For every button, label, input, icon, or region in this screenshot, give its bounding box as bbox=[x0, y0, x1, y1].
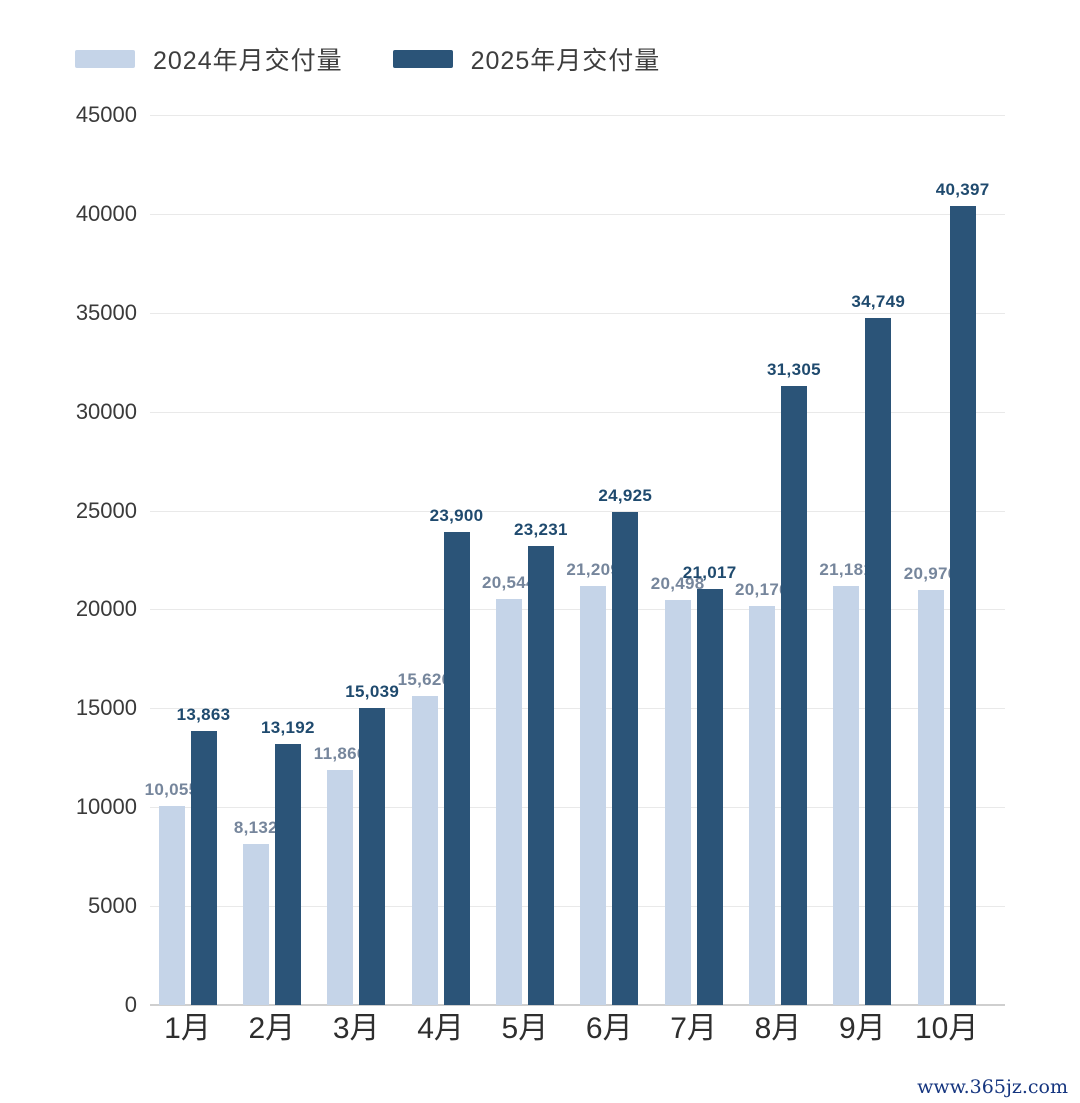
bar-2024-9月 bbox=[833, 586, 860, 1005]
bar-value-2024-7月: 20,498 bbox=[650, 573, 705, 593]
bar-value-2024-9月: 21,181 bbox=[819, 560, 874, 580]
y-axis-tick-20000: 20000 bbox=[75, 596, 137, 622]
bar-value-2024-8月: 20,176 bbox=[735, 579, 789, 599]
x-axis-label-3月: 3月 bbox=[332, 1012, 380, 1045]
y-axis-tick-5000: 5000 bbox=[88, 893, 137, 919]
y-axis-tick-0: 0 bbox=[124, 992, 137, 1017]
bar-value-2024-5月: 20,544 bbox=[481, 572, 536, 592]
bar-value-2024-3月: 11,866 bbox=[313, 744, 367, 764]
gridline-15000 bbox=[150, 708, 1005, 710]
bar-value-2024-2月: 8,132 bbox=[233, 818, 278, 838]
y-axis-tick-10000: 10000 bbox=[75, 794, 137, 820]
x-axis-label-2月: 2月 bbox=[248, 1012, 296, 1045]
bar-2025-8月 bbox=[780, 385, 807, 1005]
x-axis-label-5月: 5月 bbox=[501, 1012, 549, 1045]
gridline-5000 bbox=[150, 906, 1005, 908]
bar-2025-6月 bbox=[612, 512, 639, 1005]
gridline-30000 bbox=[150, 411, 1005, 413]
watermark-link[interactable]: www.365jz.com bbox=[917, 1076, 1068, 1098]
bar-value-2024-1月: 10,055 bbox=[144, 780, 199, 800]
legend-swatch-2025-icon bbox=[392, 50, 453, 68]
bar-value-2025-9月: 34,749 bbox=[851, 291, 906, 311]
gridline-10000 bbox=[150, 807, 1005, 809]
y-axis-tick-30000: 30000 bbox=[75, 398, 137, 424]
gridline-40000 bbox=[150, 213, 1005, 215]
gridline-25000 bbox=[150, 510, 1005, 512]
bar-value-2025-8月: 31,305 bbox=[767, 359, 821, 379]
y-axis-tick-35000: 35000 bbox=[75, 299, 137, 325]
bar-value-2025-7月: 21,017 bbox=[682, 563, 737, 583]
bar-2025-7月 bbox=[696, 589, 723, 1005]
bar-value-2025-6月: 24,925 bbox=[598, 486, 653, 506]
x-axis-label-6月: 6月 bbox=[585, 1012, 633, 1045]
y-axis-tick-15000: 15000 bbox=[75, 695, 137, 721]
bar-value-2024-4月: 15,620 bbox=[397, 670, 452, 690]
x-axis-label-10月: 10月 bbox=[914, 1012, 979, 1045]
bar-2024-1月 bbox=[158, 806, 185, 1005]
legend-label-2025: 2025年月交付量 bbox=[470, 47, 661, 75]
gridline-0 bbox=[150, 1004, 1005, 1006]
bar-2025-2月 bbox=[274, 744, 301, 1005]
y-axis-tick-40000: 40000 bbox=[75, 200, 137, 226]
legend-label-2024: 2024年月交付量 bbox=[153, 47, 343, 75]
bar-value-2025-1月: 13,863 bbox=[176, 704, 231, 724]
legend-swatch-2024-icon bbox=[75, 50, 135, 68]
bar-2025-9月 bbox=[865, 317, 892, 1005]
y-axis-tick-25000: 25000 bbox=[75, 497, 137, 523]
chart-legend: 2024年月交付量 2025年月交付量 bbox=[75, 41, 660, 77]
bar-value-2025-3月: 15,039 bbox=[345, 681, 400, 701]
y-axis-tick-45000: 45000 bbox=[75, 102, 137, 127]
bar-2024-10月 bbox=[917, 590, 944, 1005]
x-axis-label-9月: 9月 bbox=[838, 1012, 886, 1045]
bar-2024-6月 bbox=[580, 585, 607, 1005]
bar-2025-1月 bbox=[190, 730, 217, 1005]
gridline-45000 bbox=[150, 115, 1005, 116]
bar-2024-5月 bbox=[495, 598, 522, 1005]
bar-2024-4月 bbox=[411, 696, 438, 1005]
x-axis-label-7月: 7月 bbox=[670, 1012, 717, 1045]
gridline-35000 bbox=[150, 312, 1005, 314]
bar-2025-4月 bbox=[443, 532, 470, 1005]
bar-2024-8月 bbox=[748, 605, 775, 1005]
bar-2024-2月 bbox=[242, 844, 269, 1005]
legend-item-2024: 2024年月交付量 bbox=[75, 41, 343, 77]
bar-2025-3月 bbox=[359, 707, 386, 1005]
bar-value-2025-10月: 40,397 bbox=[935, 180, 990, 200]
legend-item-2025: 2025年月交付量 bbox=[392, 41, 661, 77]
bar-2024-3月 bbox=[327, 770, 354, 1005]
bar-2025-10月 bbox=[949, 206, 976, 1005]
bar-value-2025-2月: 13,192 bbox=[260, 718, 315, 738]
bar-2024-7月 bbox=[664, 599, 691, 1005]
bar-value-2024-6月: 21,209 bbox=[566, 559, 621, 579]
x-axis-label-1月: 1月 bbox=[164, 1012, 211, 1045]
bar-value-2024-10月: 20,976 bbox=[903, 564, 958, 584]
x-axis-label-8月: 8月 bbox=[754, 1012, 802, 1045]
x-axis-label-4月: 4月 bbox=[417, 1012, 464, 1045]
bar-value-2025-5月: 23,231 bbox=[513, 519, 568, 539]
bar-2025-5月 bbox=[527, 545, 554, 1005]
bar-value-2025-4月: 23,900 bbox=[429, 506, 484, 526]
gridline-20000 bbox=[150, 609, 1005, 611]
